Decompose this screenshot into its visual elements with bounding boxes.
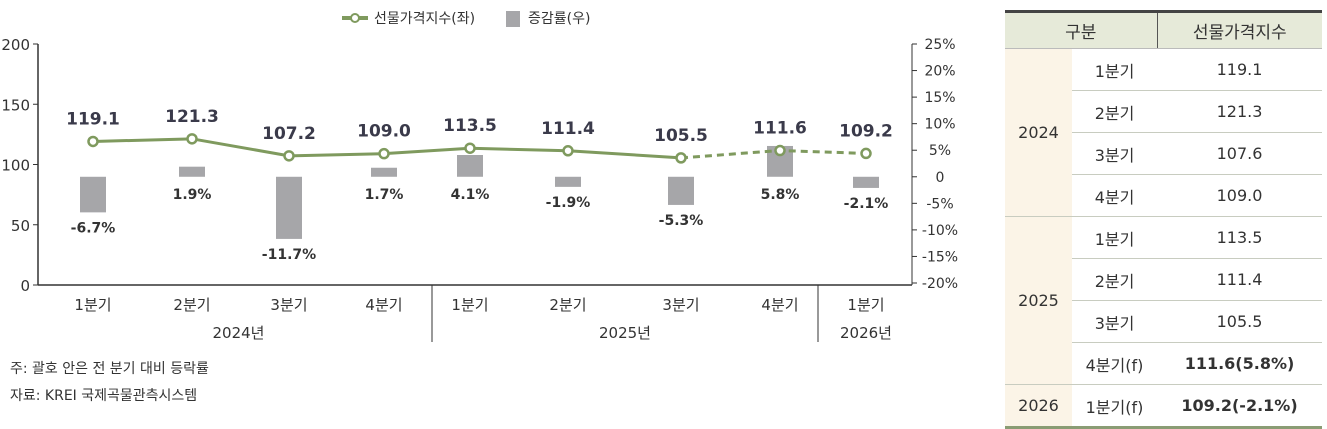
- value-cell: 111.6(5.8%): [1157, 342, 1322, 385]
- bar-label: -1.9%: [546, 195, 591, 211]
- chart: 0 50 100 150 200 -20% -15% -10% -5% 0 5% 10% 15% 20% 2…: [1, 11, 958, 342]
- line-point: [562, 145, 574, 157]
- bar-label: -11.7%: [262, 247, 316, 263]
- category-label: 1분기: [451, 296, 488, 314]
- right-tick-label: 20%: [924, 64, 955, 80]
- point-label: 107.2: [262, 124, 316, 144]
- right-tick-label: -5%: [926, 196, 953, 212]
- data-table: 구분 선물가격지수 2024 1분기 119.1 2분기 121.3 3분기 107.6…: [1005, 10, 1322, 429]
- value-cell: 111.4: [1157, 258, 1322, 301]
- quarter-cell: 4분기: [1072, 174, 1157, 217]
- point-label: 109.2: [839, 121, 893, 141]
- line-point: [675, 152, 687, 164]
- right-tick-label: 10%: [924, 117, 955, 133]
- category-label: 4분기: [365, 296, 402, 314]
- bar-label: 5.8%: [761, 187, 800, 203]
- value-cell: 121.3: [1157, 90, 1322, 133]
- quarter-cell: 1분기(f): [1072, 384, 1157, 429]
- bar: [853, 176, 879, 188]
- line-point: [378, 147, 390, 160]
- line-point: [186, 133, 198, 145]
- group-label: 2025년: [599, 324, 651, 342]
- category-label: 2분기: [173, 296, 210, 314]
- legend-line-marker: [350, 13, 360, 23]
- quarter-cell: 4분기(f): [1072, 342, 1157, 385]
- point-label: 113.5: [443, 116, 497, 136]
- category-label: 2분기: [549, 296, 586, 314]
- right-tick-label: -20%: [922, 276, 958, 292]
- value-cell: 109.0: [1157, 174, 1322, 217]
- year-cell: 2024: [1005, 48, 1072, 217]
- bar: [179, 166, 205, 177]
- point-label: 119.1: [66, 109, 120, 129]
- bar-label: 4.1%: [451, 187, 490, 203]
- quarter-cell: 1분기: [1072, 216, 1157, 259]
- point-label: 121.3: [165, 107, 219, 127]
- category-label: 3분기: [270, 296, 307, 314]
- category-label: 3분기: [662, 296, 699, 314]
- right-tick-label: -15%: [922, 249, 958, 265]
- quarter-cell: 2분기: [1072, 90, 1157, 133]
- bar: [80, 176, 106, 213]
- line-point: [860, 147, 872, 160]
- legend-bar-icon: [506, 11, 520, 27]
- value-cell: 119.1: [1157, 48, 1322, 91]
- bar-label: 1.7%: [365, 187, 404, 203]
- bar-label: -6.7%: [71, 220, 116, 236]
- right-tick-label: -10%: [922, 223, 958, 239]
- bar-label: -2.1%: [844, 196, 889, 212]
- left-tick-label: 0: [20, 277, 30, 295]
- quarter-cell: 3분기: [1072, 300, 1157, 343]
- line-point: [283, 150, 295, 162]
- value-cell: 105.5: [1157, 300, 1322, 343]
- year-cell: 2026: [1005, 384, 1072, 429]
- point-label: 111.6: [753, 119, 807, 139]
- value-cell: 109.2(-2.1%): [1157, 384, 1322, 429]
- left-tick-label: 150: [1, 96, 30, 114]
- group-label: 2024년: [213, 324, 265, 342]
- right-tick-label: 5%: [929, 143, 951, 159]
- left-tick-label: 200: [1, 36, 30, 54]
- point-label: 109.0: [357, 122, 411, 142]
- right-tick-label: 0: [936, 170, 945, 186]
- bar: [276, 176, 302, 239]
- year-cell: 2025: [1005, 216, 1072, 385]
- bar: [555, 176, 581, 187]
- bar-label: 1.9%: [173, 187, 212, 203]
- header-category: 구분: [1005, 10, 1158, 49]
- legend-bar-label: 증감률(우): [528, 11, 590, 27]
- header-index: 선물가격지수: [1157, 10, 1322, 49]
- point-label: 111.4: [541, 119, 595, 139]
- bar: [371, 167, 397, 177]
- left-tick-label: 50: [11, 217, 30, 235]
- bar-label: -5.3%: [659, 213, 704, 229]
- value-cell: 107.6: [1157, 132, 1322, 175]
- quarter-cell: 3분기: [1072, 132, 1157, 175]
- legend-line-label: 선물가격지수(좌): [374, 11, 475, 27]
- right-tick-label: 15%: [924, 90, 955, 106]
- category-label: 4분기: [761, 296, 798, 314]
- left-tick-label: 100: [1, 157, 30, 175]
- quarter-cell: 1분기: [1072, 48, 1157, 91]
- quarter-cell: 2분기: [1072, 258, 1157, 301]
- line-point: [774, 144, 786, 157]
- source: 자료: KREI 국제곡물관측시스템: [10, 388, 198, 404]
- bar: [457, 155, 483, 177]
- line-point: [87, 135, 99, 148]
- group-label: 2026년: [840, 324, 892, 342]
- note: 주: 괄호 안은 전 분기 대비 등락률: [10, 361, 209, 377]
- category-label: 1분기: [847, 296, 884, 314]
- value-cell: 113.5: [1157, 216, 1322, 259]
- point-label: 105.5: [654, 126, 708, 146]
- bar: [668, 176, 694, 205]
- category-label: 1분기: [74, 296, 111, 314]
- right-tick-label: 25%: [924, 37, 955, 53]
- line-point: [464, 142, 476, 154]
